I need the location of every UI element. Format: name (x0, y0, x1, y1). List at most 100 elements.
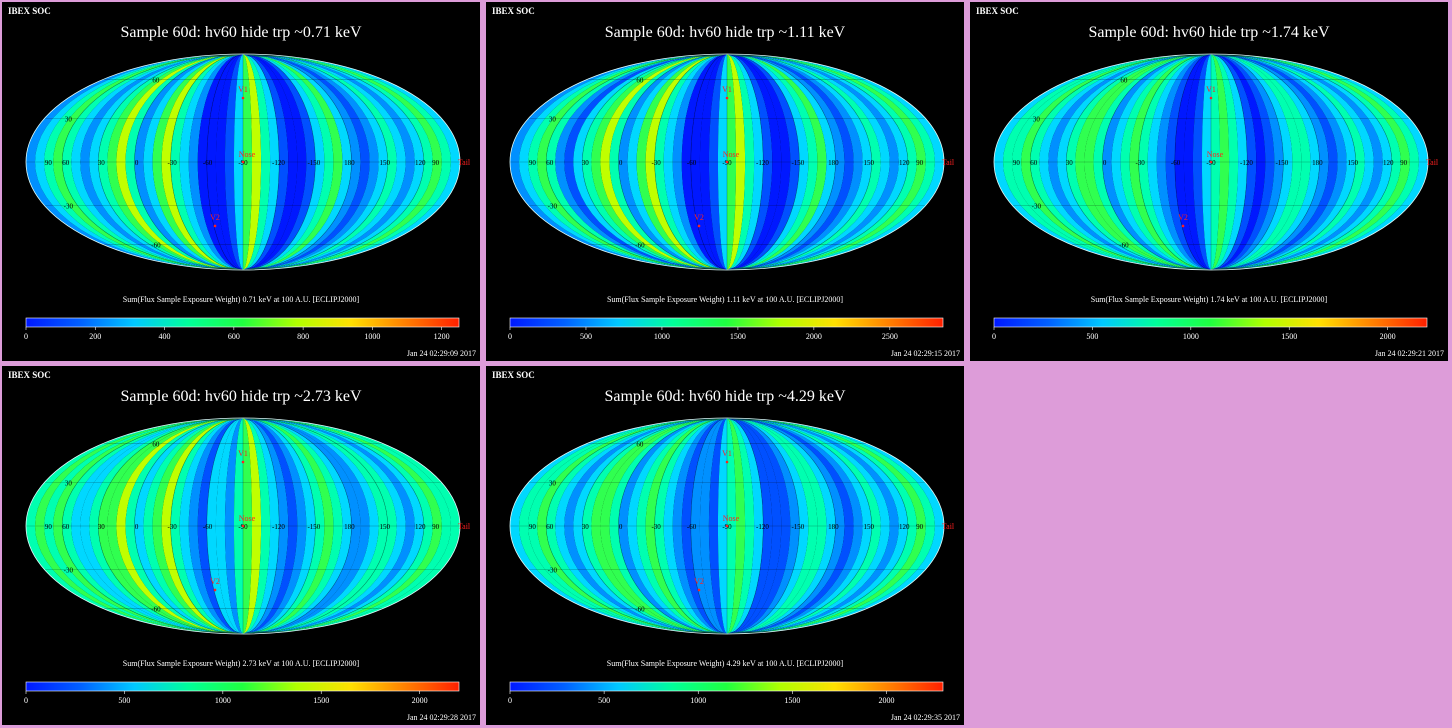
map-strip (727, 54, 782, 270)
timestamp: Jan 24 02:29:15 2017 (891, 349, 960, 358)
map-strip (1211, 54, 1239, 270)
map-strip (681, 54, 727, 270)
meridian-line (726, 418, 836, 634)
map-strip (690, 54, 727, 270)
colorbar-tick-label: 1500 (784, 696, 800, 705)
map-strip (727, 418, 764, 634)
longitude-label: 150 (1348, 159, 1359, 167)
longitude-label: -30 (167, 523, 177, 531)
chart-title: Sample 60d: hv60 hide trp ~1.74 keV (1088, 24, 1330, 41)
chart-title: Sample 60d: hv60 hide trp ~0.71 keV (120, 24, 362, 41)
timestamp: Jan 24 02:29:28 2017 (407, 713, 476, 722)
latitude-label: -30 (1032, 203, 1042, 211)
marker-v1-label: V1 (238, 85, 248, 94)
colorbar-tick-label: 500 (118, 696, 130, 705)
colorbar-tick-label: 0 (508, 332, 512, 341)
marker-v2-label: V2 (694, 577, 704, 586)
longitude-label: 120 (899, 523, 910, 531)
map-strip (718, 54, 727, 270)
map-strip (727, 54, 764, 270)
colorbar-tick-label: 800 (297, 332, 309, 341)
colorbar-tick-label: 1500 (313, 696, 329, 705)
map-outline (509, 53, 945, 271)
longitude-label: 150 (864, 159, 875, 167)
marker-dot (1209, 160, 1213, 164)
longitude-label: 150 (864, 523, 875, 531)
map-strip (1192, 54, 1211, 270)
map-strip (1211, 54, 1275, 270)
longitude-label: -60 (687, 159, 697, 167)
meridian-line (206, 418, 244, 634)
map-strip (681, 418, 727, 634)
longitude-label: -150 (307, 523, 320, 531)
longitude-label: 0 (1103, 159, 1107, 167)
map-strip (215, 418, 243, 634)
meridian-line (98, 54, 244, 270)
longitude-label: 90 (529, 159, 537, 167)
meridian-line (654, 54, 728, 270)
map-strip (243, 418, 262, 634)
marker-tail-label: Tail (942, 522, 955, 531)
latitude-label: 30 (65, 479, 73, 487)
map-strip (243, 54, 252, 270)
marker-v2-label: V2 (210, 213, 220, 222)
meridian-line (242, 54, 280, 270)
colorbar-tick-label: 0 (508, 696, 512, 705)
longitude-label: 120 (415, 159, 426, 167)
marker-v2-label: V2 (694, 213, 704, 222)
map-strip (727, 418, 773, 634)
longitude-label: 0 (135, 523, 139, 531)
meridian-line (1029, 54, 1212, 270)
sky-map-panel: IBEX SOC Sample 60d: hv60 hide trp ~2.73 … (2, 366, 480, 725)
meridian-line (690, 418, 728, 634)
map-strip (1165, 54, 1211, 270)
map-outline (993, 53, 1429, 271)
meridian-line (170, 54, 244, 270)
marker-dot (725, 460, 729, 464)
panel-header: IBEX SOC (976, 6, 1019, 16)
longitude-label: 90 (529, 523, 537, 531)
meridian-line (726, 54, 872, 270)
longitude-label: 90 (432, 523, 440, 531)
colorbar-tick-label: 1000 (215, 696, 231, 705)
colorbar-tick-label: 500 (598, 696, 610, 705)
map-strip (188, 54, 243, 270)
longitude-label: -120 (756, 523, 769, 531)
map-strip (197, 54, 243, 270)
longitude-label: -120 (756, 159, 769, 167)
colorbar-tick-label: 1200 (434, 332, 450, 341)
longitude-label: -30 (1135, 159, 1145, 167)
marker-dot (725, 524, 729, 528)
map-strip (243, 54, 280, 270)
longitude-label: 30 (1066, 159, 1074, 167)
panel-header: IBEX SOC (8, 370, 51, 380)
map-strip (1202, 54, 1211, 270)
panel-header: IBEX SOC (492, 370, 535, 380)
meridian-line (242, 54, 388, 270)
longitude-label: -150 (791, 159, 804, 167)
marker-dot (241, 96, 245, 100)
latitude-label: -60 (635, 241, 645, 249)
map-strip (243, 54, 289, 270)
longitude-label: 60 (62, 159, 70, 167)
meridian-line (61, 54, 244, 270)
colorbar-tick-label: 200 (89, 332, 101, 341)
longitude-label: 30 (582, 523, 590, 531)
map-strip (179, 418, 243, 634)
meridian-line (1210, 54, 1284, 270)
longitude-label: 180 (828, 159, 839, 167)
colorbar-tick-label: 500 (1086, 332, 1098, 341)
timestamp: Jan 24 02:29:21 2017 (1375, 349, 1444, 358)
meridian-line (242, 418, 352, 634)
longitude-label: -60 (203, 159, 213, 167)
meridian-line (1174, 54, 1212, 270)
map-strip (206, 54, 243, 270)
empty-panel (970, 366, 1450, 726)
colorbar (25, 317, 460, 328)
meridian-line (242, 54, 316, 270)
map-strip (243, 418, 280, 634)
chart-title: Sample 60d: hv60 hide trp ~4.29 keV (604, 388, 846, 405)
colorbar-label: Sum(Flux Sample Exposure Weight) 1.74 ke… (1091, 295, 1328, 304)
marker-dot (697, 588, 701, 592)
map-strip (243, 54, 271, 270)
